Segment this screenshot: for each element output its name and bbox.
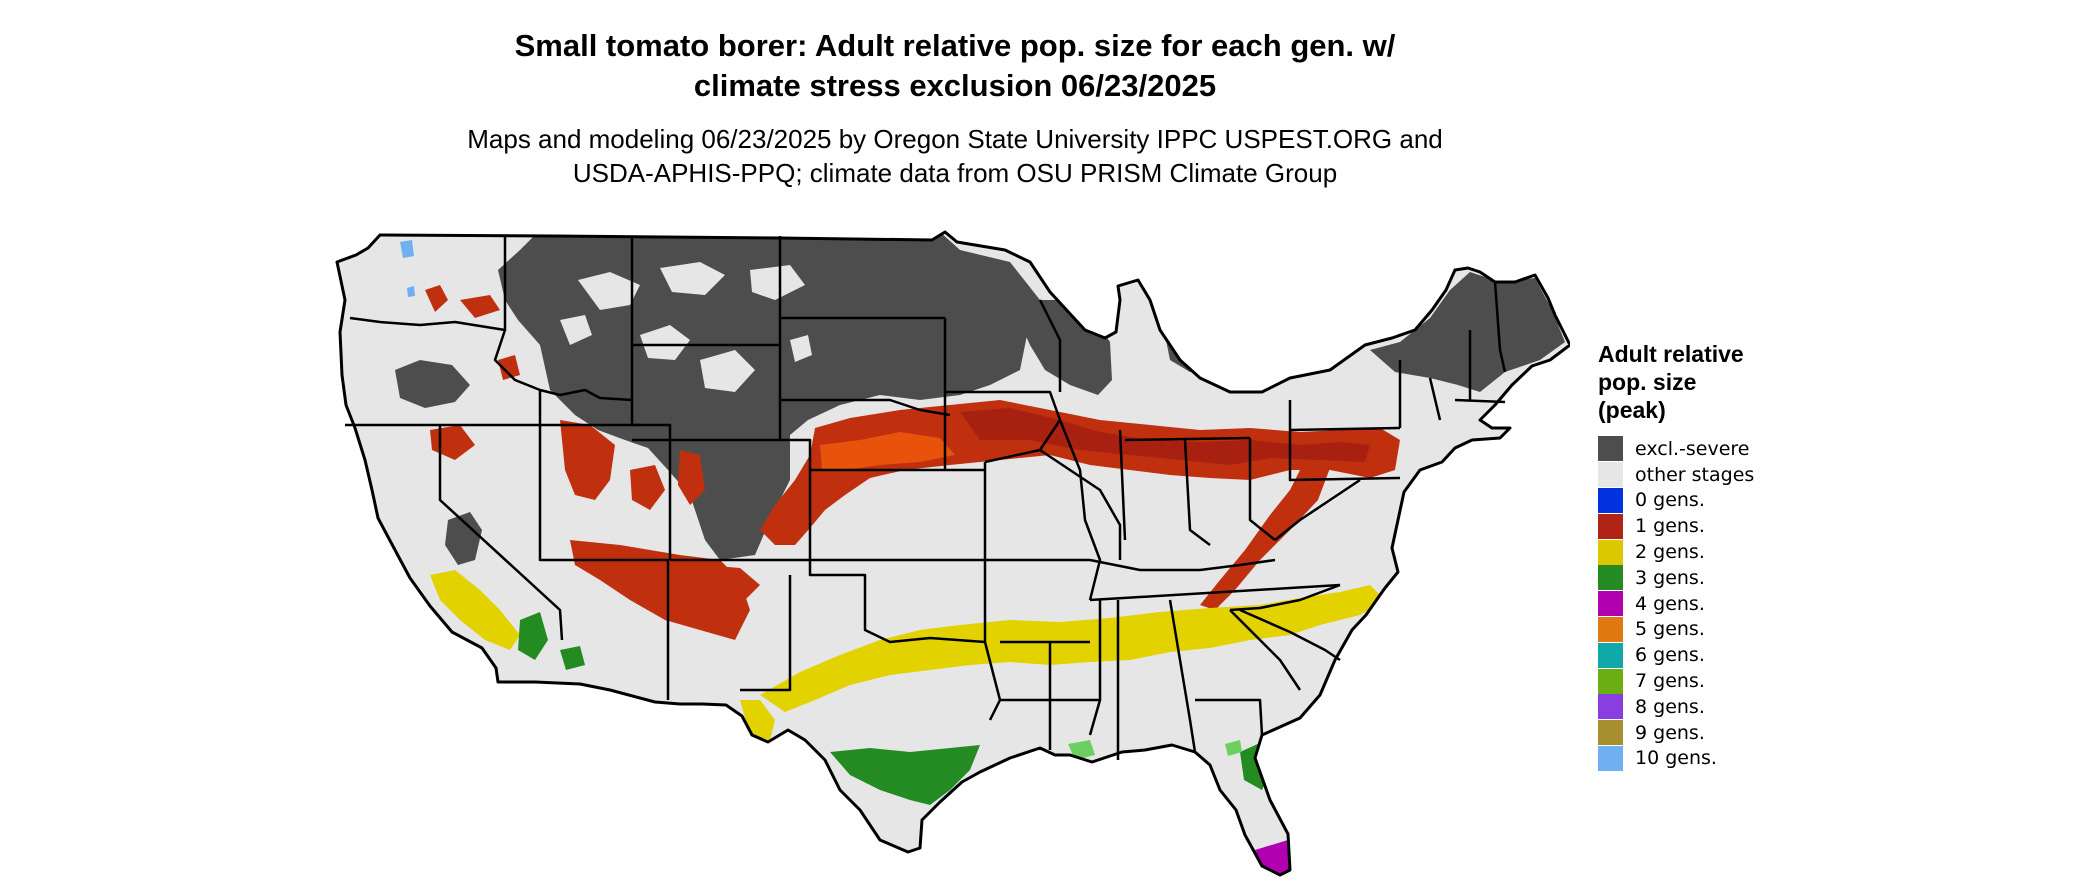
legend-item: other stages (1598, 462, 1898, 488)
legend-swatch (1598, 720, 1623, 746)
map-title-line-2: climate stress exclusion 06/23/2025 (693, 68, 1217, 103)
legend-swatch (1598, 565, 1623, 591)
legend-swatch (1598, 668, 1623, 694)
legend-swatch (1598, 487, 1623, 513)
map-subtitle-line-1: Maps and modeling 06/23/2025 by Oregon S… (467, 124, 1443, 154)
map-title: Small tomato borer: Adult relative pop. … (0, 26, 1910, 106)
legend-item: excl.-severe (1598, 436, 1898, 462)
one-gen-band-dark (960, 408, 1370, 465)
legend-item: 2 gens. (1598, 539, 1898, 565)
legend-label: 3 gens. (1635, 566, 1705, 589)
legend-swatch (1598, 539, 1623, 565)
legend-swatch (1598, 694, 1623, 720)
three-gen-arizona (518, 612, 585, 670)
excluded-pacific-northwest (395, 360, 470, 408)
us-phenology-map (335, 230, 1570, 877)
mountain-patches (560, 262, 812, 392)
map-subtitle: Maps and modeling 06/23/2025 by Oregon S… (0, 122, 1910, 190)
legend-label: 5 gens. (1635, 618, 1705, 641)
legend-label: 6 gens. (1635, 644, 1705, 667)
legend-label: 10 gens. (1635, 747, 1717, 770)
legend-label: 0 gens. (1635, 489, 1705, 512)
ten-gen-puget-sound (400, 240, 415, 297)
excluded-northern-plains (498, 232, 1040, 560)
one-gen-band-orange (820, 432, 955, 470)
map-title-line-1: Small tomato borer: Adult relative pop. … (514, 28, 1396, 63)
legend-label: 8 gens. (1635, 695, 1705, 718)
three-gen-gulf-coast (830, 745, 980, 805)
excluded-new-england (1370, 272, 1565, 392)
legend-title: Adult relative pop. size (peak) (1598, 340, 1898, 424)
legend-swatch (1598, 513, 1623, 539)
legend-title-line-3: (peak) (1598, 397, 1666, 423)
one-gen-appalachia (1200, 468, 1330, 610)
state-boundaries (345, 236, 1507, 760)
legend-label: 1 gens. (1635, 515, 1705, 538)
legend-swatch (1598, 745, 1623, 771)
two-gen-band (760, 585, 1385, 712)
legend-item: 3 gens. (1598, 565, 1898, 591)
legend-swatch (1598, 642, 1623, 668)
legend-item: 0 gens. (1598, 487, 1898, 514)
legend-swatch (1598, 436, 1623, 462)
legend-label: 7 gens. (1635, 670, 1705, 693)
one-gen-southwest (430, 420, 760, 640)
legend-title-line-2: pop. size (1598, 369, 1697, 395)
legend-item: 5 gens. (1598, 616, 1898, 643)
legend-swatch (1598, 591, 1623, 617)
legend-label: other stages (1635, 463, 1755, 486)
three-gen-light-patches (1068, 740, 1242, 760)
legend-swatch (1598, 616, 1623, 642)
excluded-great-basin (445, 512, 482, 565)
legend-title-line-1: Adult relative (1598, 341, 1744, 367)
legend-items: excl.-severe other stages 0 gens. 1 gens. 2 … (1598, 436, 1898, 771)
legend-swatch (1598, 462, 1623, 488)
one-gen-pacific-northwest (425, 285, 520, 380)
map-legend: Adult relative pop. size (peak) excl.-se… (1598, 340, 1898, 771)
legend-item: 4 gens. (1598, 591, 1898, 617)
legend-label: 9 gens. (1635, 721, 1705, 744)
legend-item: 6 gens. (1598, 642, 1898, 668)
legend-label: 2 gens. (1635, 541, 1705, 564)
legend-item: 8 gens. (1598, 694, 1898, 720)
legend-item: 7 gens. (1598, 668, 1898, 694)
map-subtitle-line-2: USDA-APHIS-PPQ; climate data from OSU PR… (572, 158, 1338, 188)
legend-label: excl.-severe (1635, 437, 1750, 460)
legend-item: 10 gens. (1598, 745, 1898, 772)
legend-item: 9 gens. (1598, 720, 1898, 746)
legend-label: 4 gens. (1635, 592, 1705, 615)
legend-item: 1 gens. (1598, 513, 1898, 539)
two-gen-california (430, 570, 520, 650)
